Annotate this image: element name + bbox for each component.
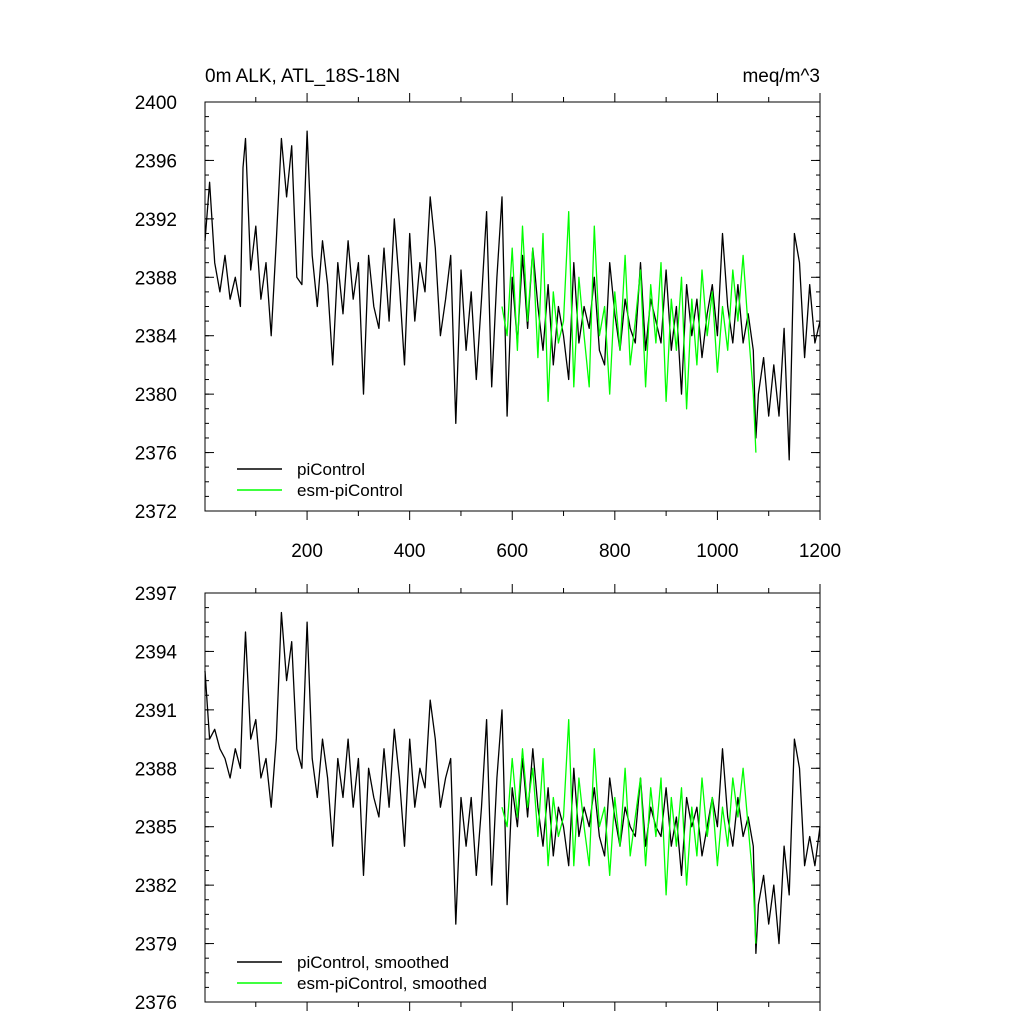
top-y-tick-label: 2376: [135, 444, 177, 465]
top-x-tick-label: 600: [496, 541, 528, 562]
bottom-y-tick-label: 2376: [135, 993, 177, 1014]
top-panel: 0m ALK, ATL_18S-18N meq/m^3 2372 2376 2380…: [135, 66, 841, 562]
chart-title: 0m ALK, ATL_18S-18N: [205, 66, 400, 87]
top-series-picontrol-line: [204, 130, 821, 461]
top-y-tick-label: 2388: [135, 268, 177, 289]
top-x-tick-label: 800: [599, 541, 631, 562]
units-label: meq/m^3: [742, 66, 820, 87]
bottom-series-lines: [204, 611, 821, 954]
top-legend: piControl esm-piControl: [237, 460, 403, 500]
top-y-tick-label: 2372: [135, 502, 177, 523]
bottom-y-tick-label: 2385: [135, 818, 177, 839]
bottom-panel: 2376 2379 2382 2385 2388 2391 2394 2397 piContr…: [135, 584, 821, 1014]
top-plot-frame: [204, 101, 821, 512]
legend-label-esm-picontrol: esm-piControl: [297, 481, 403, 500]
legend-label-picontrol: piControl: [297, 460, 365, 479]
top-y-tick-label: 2392: [135, 210, 177, 231]
top-axis-ticks: 2372 2376 2380 2384 2388 2392 2396 2400 200 400 60…: [135, 93, 841, 562]
bottom-plot-frame: [204, 592, 821, 1003]
top-y-tick-label: 2380: [135, 385, 177, 406]
legend-label-picontrol-smoothed: piControl, smoothed: [297, 953, 449, 972]
top-x-tick-label: 400: [394, 541, 426, 562]
bottom-y-tick-label: 2379: [135, 935, 177, 956]
bottom-y-tick-label: 2382: [135, 876, 177, 897]
top-x-tick-label: 1200: [799, 541, 841, 562]
top-x-tick-label: 200: [291, 541, 323, 562]
top-y-tick-label: 2384: [135, 327, 178, 348]
bottom-y-tick-label: 2391: [135, 701, 177, 722]
legend-label-esm-picontrol-smoothed: esm-piControl, smoothed: [297, 974, 487, 993]
top-y-tick-label: 2400: [135, 93, 177, 114]
bottom-series-picontrol-line: [204, 611, 821, 954]
top-series-esm-picontrol-line: [501, 210, 757, 453]
bottom-series-esm-picontrol-line: [501, 718, 757, 944]
bottom-y-tick-label: 2397: [135, 584, 177, 605]
top-x-tick-label: 1000: [696, 541, 738, 562]
bottom-y-tick-label: 2388: [135, 759, 177, 780]
bottom-legend: piControl, smoothed esm-piControl, smoot…: [237, 953, 487, 993]
top-series-lines: [204, 130, 821, 461]
top-y-tick-label: 2396: [135, 151, 177, 172]
bottom-y-tick-label: 2394: [135, 642, 178, 663]
